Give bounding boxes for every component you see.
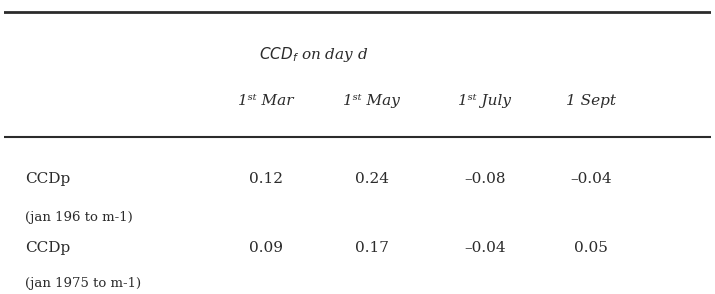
Text: (jan 1975 to m-1): (jan 1975 to m-1): [25, 277, 142, 290]
Text: –0.04: –0.04: [464, 241, 506, 255]
Text: $CCD_f$ on day d: $CCD_f$ on day d: [259, 44, 368, 64]
Text: CCDp: CCDp: [25, 172, 71, 186]
Text: 0.09: 0.09: [249, 241, 282, 255]
Text: 1ˢᵗ Mar: 1ˢᵗ Mar: [238, 94, 293, 108]
Text: (jan 196 to m-1): (jan 196 to m-1): [25, 211, 133, 224]
Text: 1 Sept: 1 Sept: [566, 94, 616, 108]
Text: 0.24: 0.24: [355, 172, 389, 186]
Text: –0.08: –0.08: [464, 172, 506, 186]
Text: 0.05: 0.05: [573, 241, 608, 255]
Text: 1ˢᵗ May: 1ˢᵗ May: [343, 94, 400, 108]
Text: CCDp: CCDp: [25, 241, 71, 255]
Text: 0.12: 0.12: [249, 172, 282, 186]
Text: –0.04: –0.04: [570, 172, 611, 186]
Text: 0.17: 0.17: [355, 241, 388, 255]
Text: 1ˢᵗ July: 1ˢᵗ July: [458, 94, 511, 108]
